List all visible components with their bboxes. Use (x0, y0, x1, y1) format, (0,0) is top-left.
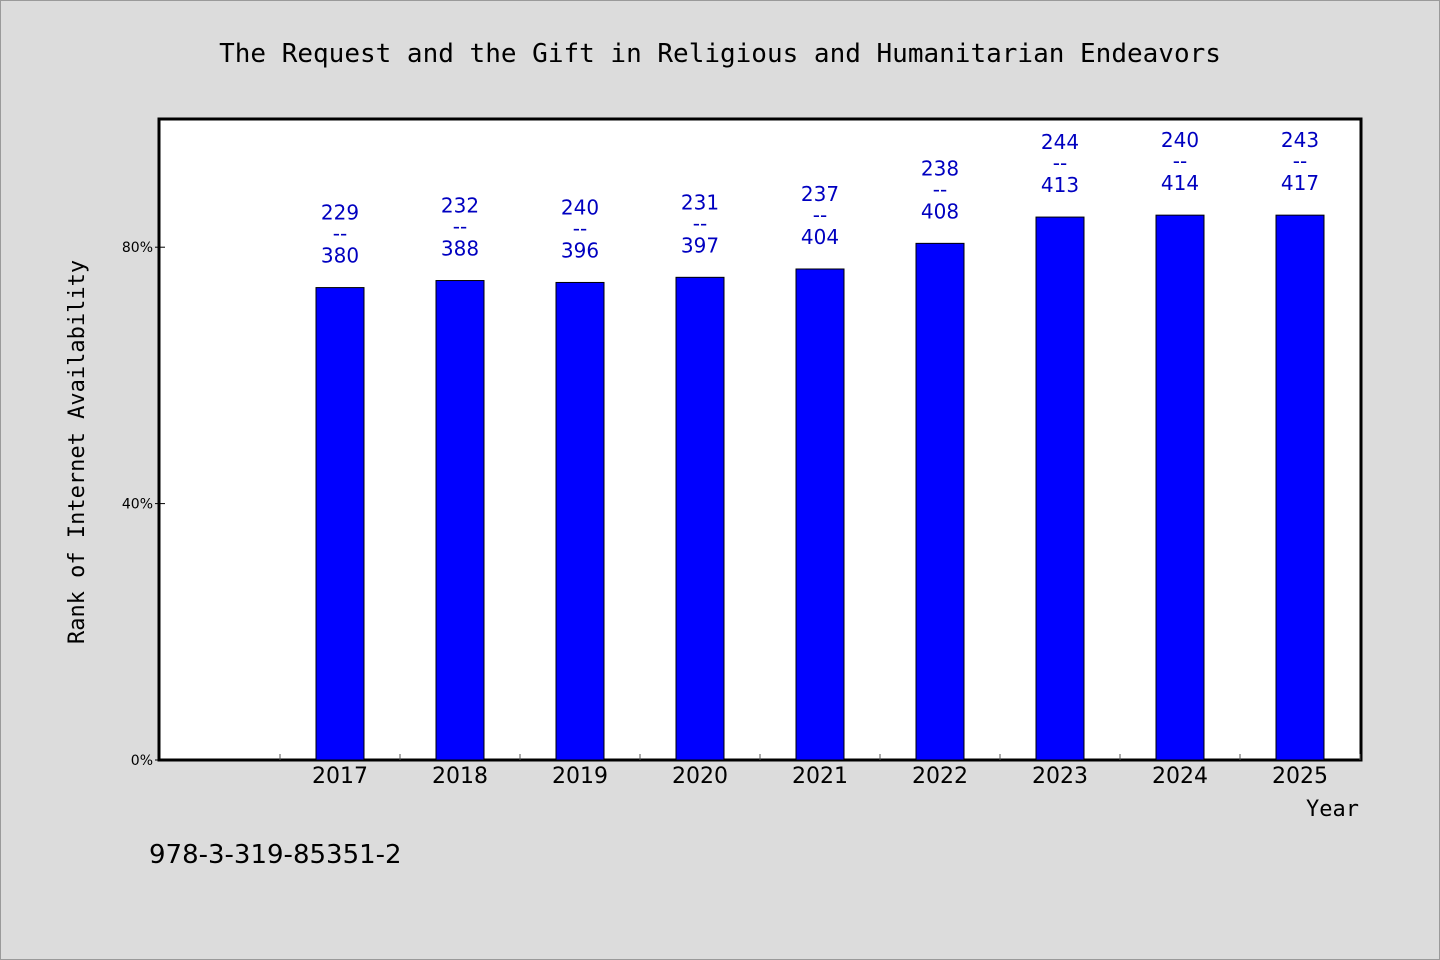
y-tick-label: 0% (131, 753, 153, 769)
x-tick-label: 2018 (432, 764, 488, 789)
data-label-bottom: 396 (561, 238, 599, 262)
bar (435, 280, 485, 761)
chart-title: The Request and the Gift in Religious an… (219, 39, 1221, 69)
y-axis: 0% 40% 80% (122, 240, 165, 769)
data-label-separator: -- (333, 222, 347, 246)
data-label-top: 240 (561, 195, 599, 219)
data-label-separator: -- (1293, 149, 1307, 173)
data-label-top: 229 (321, 201, 359, 225)
x-axis: 2017 2018 2019 2020 2021 2022 2023 2024 2025 (279, 754, 1361, 789)
data-label-top: 244 (1041, 130, 1079, 154)
data-label-top: 237 (801, 182, 839, 206)
x-tick-label: 2021 (792, 764, 848, 789)
y-tick-label: 40% (122, 497, 153, 513)
bar (675, 276, 725, 761)
data-label-bottom: 388 (441, 237, 479, 261)
data-label-separator: -- (573, 216, 587, 240)
data-label-separator: -- (813, 203, 827, 227)
data-label-separator: -- (1053, 151, 1067, 175)
data-label-top: 243 (1281, 128, 1319, 152)
data-label-separator: -- (1173, 149, 1187, 173)
data-label-bottom: 404 (801, 225, 839, 249)
bar (1035, 216, 1085, 761)
x-tick-label: 2023 (1032, 764, 1088, 789)
x-tick-label: 2020 (672, 764, 728, 789)
data-label-bottom: 414 (1161, 171, 1199, 195)
x-tick-label: 2017 (312, 764, 368, 789)
data-label-top: 238 (921, 156, 959, 180)
data-label-separator: -- (933, 177, 947, 201)
data-label-top: 232 (441, 194, 479, 218)
x-tick-label: 2024 (1152, 764, 1208, 789)
bars (315, 214, 1325, 761)
x-tick-label: 2019 (552, 764, 608, 789)
bar (1155, 214, 1205, 761)
data-label-separator: -- (693, 211, 707, 235)
data-label-bottom: 413 (1041, 173, 1079, 197)
y-axis-label: Rank of Internet Availability (65, 260, 90, 644)
data-labels: 229--380232--388240--396231--397237--404… (321, 128, 1319, 267)
bar (555, 281, 605, 761)
x-tick-label: 2022 (912, 764, 968, 789)
data-label-separator: -- (453, 215, 467, 239)
data-label-bottom: 408 (921, 199, 959, 223)
bar (915, 242, 965, 761)
x-tick-label: 2025 (1272, 764, 1328, 789)
data-label-bottom: 380 (321, 244, 359, 268)
y-tick-label: 80% (122, 240, 153, 256)
x-axis-label: Year (1306, 797, 1359, 822)
bar (315, 287, 365, 761)
data-label-bottom: 417 (1281, 171, 1319, 195)
isbn-text: 978-3-319-85351-2 (149, 840, 402, 870)
bar (1275, 214, 1325, 761)
data-label-bottom: 397 (681, 233, 719, 257)
data-label-top: 240 (1161, 128, 1199, 152)
data-label-top: 231 (681, 190, 719, 214)
bar (795, 268, 845, 761)
